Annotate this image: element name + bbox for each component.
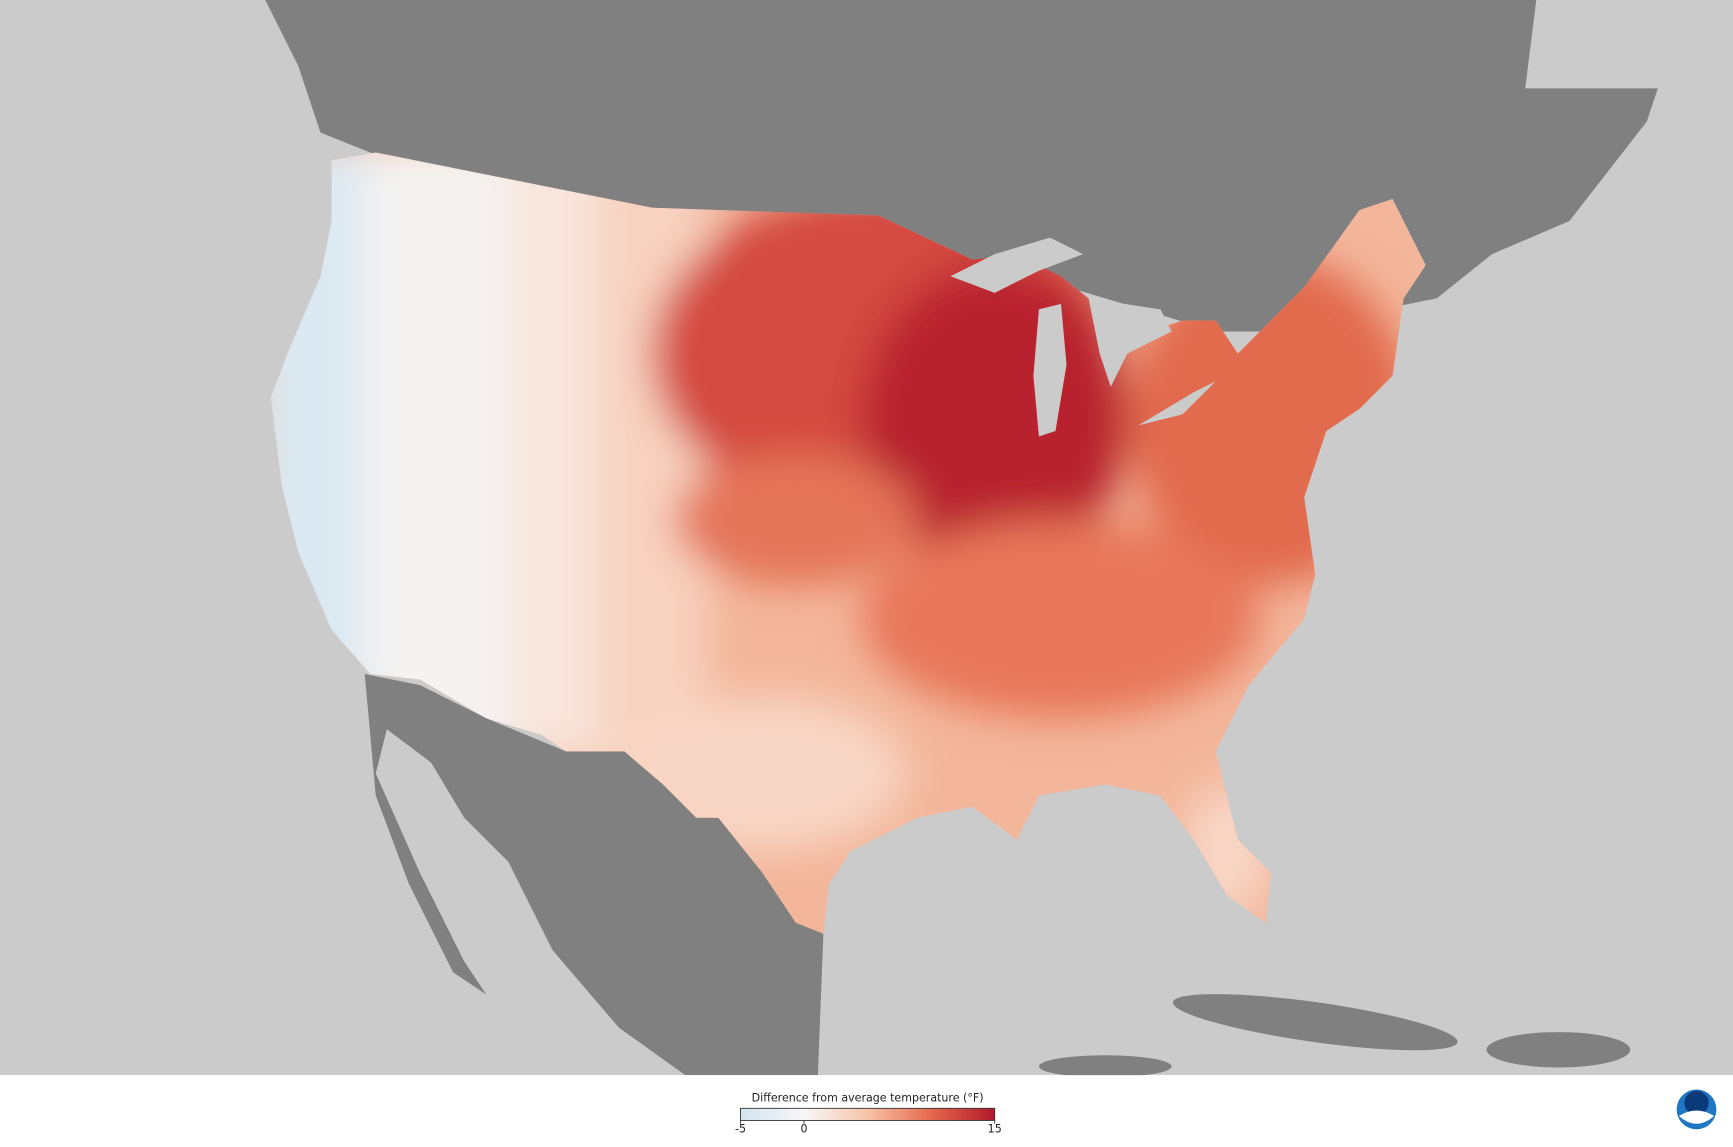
legend-tick-label: -5 [735, 1123, 746, 1136]
canada [265, 0, 1658, 332]
mexico [364, 674, 824, 1076]
legend-title: Difference from average temperature (°F) [752, 1092, 984, 1105]
lake-erie [1138, 381, 1216, 426]
color-bar [740, 1107, 996, 1121]
legend-tick-label: 15 [988, 1123, 1002, 1136]
legend-ticks: -5 0 15 [735, 1120, 1002, 1136]
yucatan [1038, 1055, 1172, 1078]
legend-tick-label: 0 [801, 1123, 808, 1136]
noaa-logo-inner [1684, 1090, 1709, 1115]
noaa-logo-wave [1678, 1110, 1715, 1124]
hispaniola [1486, 1032, 1631, 1068]
lake-huron [1088, 298, 1172, 387]
cuba [1172, 994, 1458, 1051]
lake-michigan [1033, 303, 1067, 437]
lake-superior [950, 237, 1084, 293]
